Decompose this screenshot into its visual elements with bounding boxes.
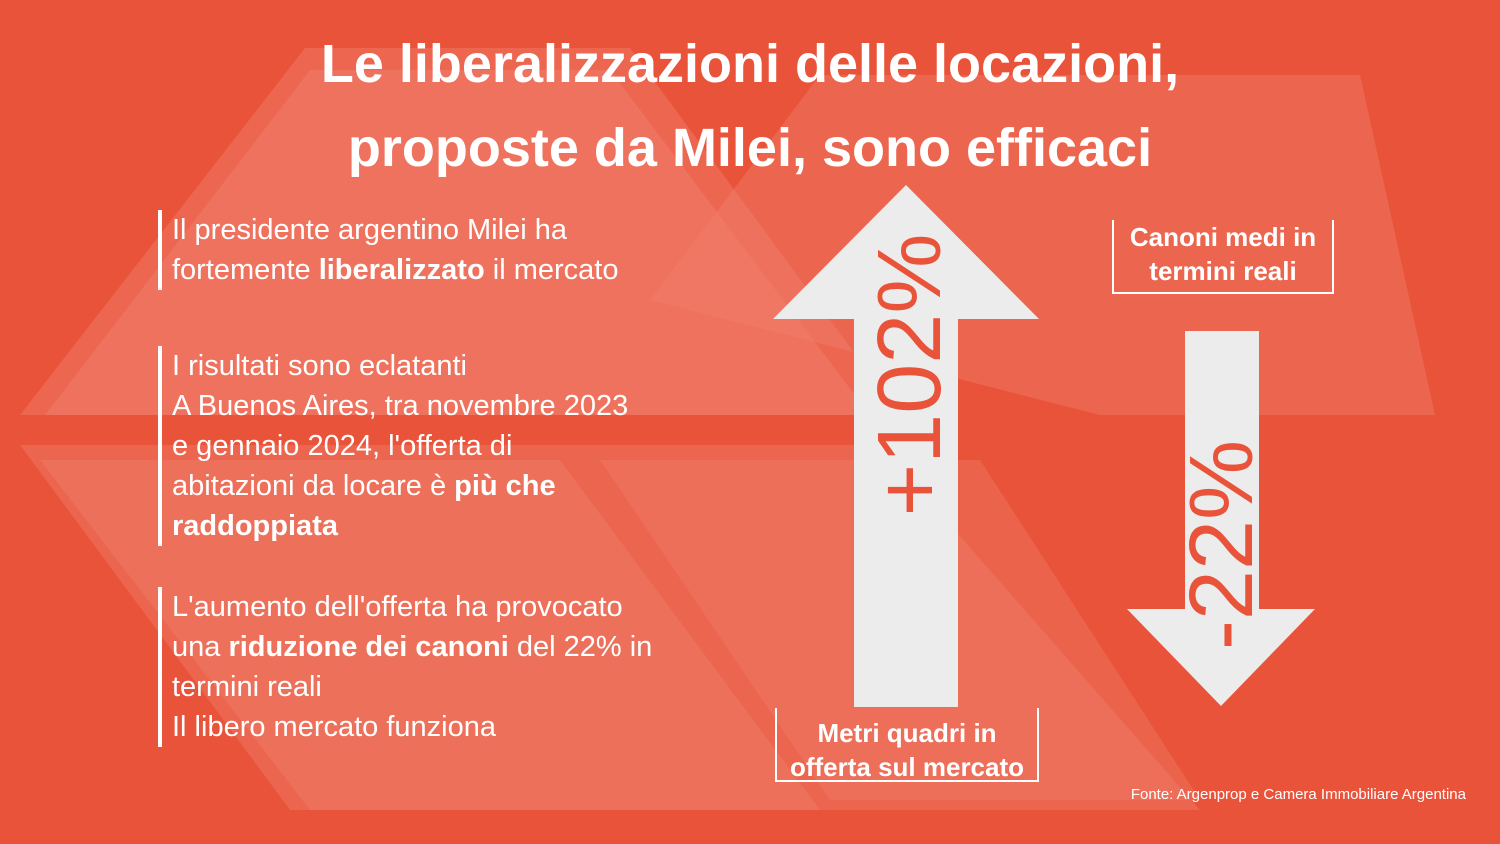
up-arrow-icon bbox=[773, 185, 1039, 707]
page-title-line2: proposte da Milei, sono efficaci bbox=[347, 118, 1153, 178]
text-line: una riduzione dei canoni del 22% in bbox=[172, 631, 653, 663]
text-line: A Buenos Aires, tra novembre 2023 bbox=[172, 390, 629, 422]
text-line: raddoppiata bbox=[172, 510, 338, 542]
text-line: L'aumento dell'offerta ha provocato bbox=[172, 591, 623, 623]
text-line: termini reali bbox=[172, 671, 322, 703]
text-line: I risultati sono eclatanti bbox=[172, 350, 467, 382]
text-block-results: I risultati sono eclatanti A Buenos Aire… bbox=[158, 346, 628, 546]
down-arrow-label: Canoni medi in termini reali bbox=[1112, 220, 1334, 294]
down-arrow-value: -22% bbox=[1172, 439, 1272, 651]
text-line: e gennaio 2024, l'offerta di bbox=[172, 430, 513, 462]
up-arrow-value: +102% bbox=[860, 233, 960, 517]
text-block-liberalization: Il presidente argentino Milei ha forteme… bbox=[158, 210, 618, 290]
source-note: Fonte: Argenprop e Camera Immobiliare Ar… bbox=[1130, 786, 1466, 803]
text-block-conclusion: L'aumento dell'offerta ha provocato una … bbox=[158, 587, 652, 747]
text-line: Il libero mercato funziona bbox=[172, 711, 496, 743]
down-arrow-icon bbox=[1127, 331, 1315, 706]
up-arrow-label: Metri quadri in offerta sul mercato bbox=[775, 708, 1039, 782]
page-title-line1: Le liberalizzazioni delle locazioni, bbox=[320, 34, 1180, 94]
text-line: fortemente liberalizzato il mercato bbox=[172, 254, 619, 286]
text-line: abitazioni da locare è più che bbox=[172, 470, 556, 502]
text-line: Il presidente argentino Milei ha bbox=[172, 214, 567, 246]
